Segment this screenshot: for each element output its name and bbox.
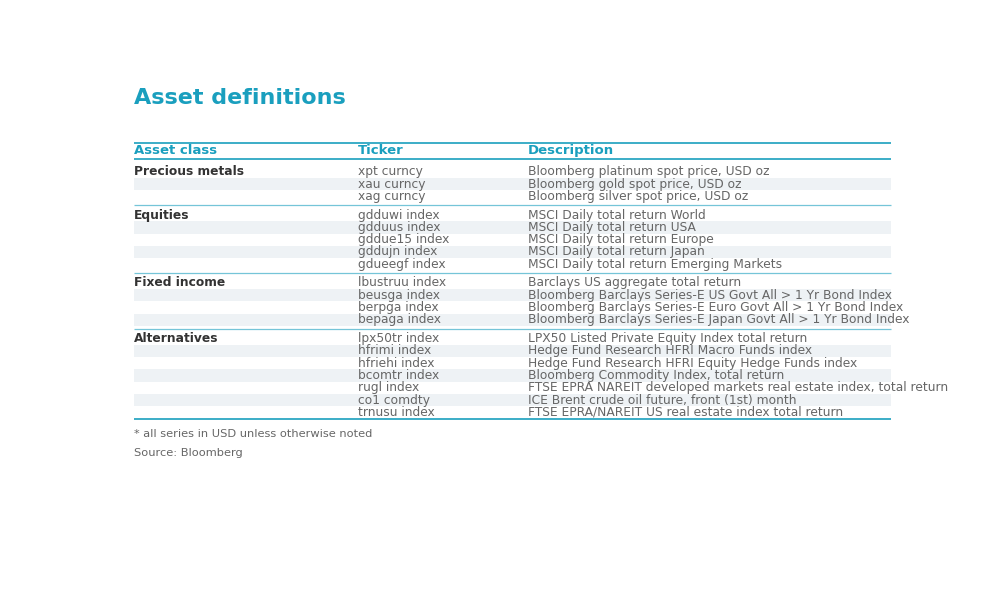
Text: MSCI Daily total return Japan: MSCI Daily total return Japan	[528, 246, 705, 259]
Text: Asset definitions: Asset definitions	[134, 88, 346, 108]
Text: MSCI Daily total return USA: MSCI Daily total return USA	[528, 221, 696, 234]
Text: Equities: Equities	[134, 209, 190, 222]
Bar	[134, 370, 891, 381]
Text: MSCI Daily total return World: MSCI Daily total return World	[528, 209, 706, 222]
Bar	[134, 344, 891, 357]
Text: Alternatives: Alternatives	[134, 332, 219, 345]
Bar	[134, 178, 891, 190]
Text: MSCI Daily total return Emerging Markets: MSCI Daily total return Emerging Markets	[528, 257, 782, 271]
Text: xpt curncy: xpt curncy	[358, 165, 422, 178]
Text: Ticker: Ticker	[358, 144, 403, 157]
Text: Bloomberg silver spot price, USD oz: Bloomberg silver spot price, USD oz	[528, 190, 748, 203]
Text: Hedge Fund Research HFRI Macro Funds index: Hedge Fund Research HFRI Macro Funds ind…	[528, 344, 812, 358]
Text: beusga index: beusga index	[358, 289, 440, 302]
Text: gdduwi index: gdduwi index	[358, 209, 439, 222]
Text: Bloomberg Commodity Index, total return: Bloomberg Commodity Index, total return	[528, 369, 784, 382]
Text: gddujn index: gddujn index	[358, 246, 437, 259]
Bar	[134, 221, 891, 234]
Text: Asset class: Asset class	[134, 144, 217, 157]
Text: co1 comdty: co1 comdty	[358, 393, 430, 406]
Text: Fixed income: Fixed income	[134, 277, 226, 290]
Text: bcomtr index: bcomtr index	[358, 369, 439, 382]
Text: hfriehi index: hfriehi index	[358, 357, 434, 370]
Text: FTSE EPRA/NAREIT US real estate index total return: FTSE EPRA/NAREIT US real estate index to…	[528, 406, 843, 419]
Bar	[134, 394, 891, 406]
Text: LPX50 Listed Private Equity Index total return: LPX50 Listed Private Equity Index total …	[528, 332, 807, 345]
Text: bepaga index: bepaga index	[358, 313, 440, 327]
Text: hfrimi index: hfrimi index	[358, 344, 431, 358]
Text: * all series in USD unless otherwise noted: * all series in USD unless otherwise not…	[134, 429, 373, 439]
Text: Precious metals: Precious metals	[134, 165, 244, 178]
Text: Hedge Fund Research HFRI Equity Hedge Funds index: Hedge Fund Research HFRI Equity Hedge Fu…	[528, 357, 857, 370]
Text: rugl index: rugl index	[358, 381, 419, 395]
Text: MSCI Daily total return Europe: MSCI Daily total return Europe	[528, 233, 714, 246]
Text: Bloomberg gold spot price, USD oz: Bloomberg gold spot price, USD oz	[528, 178, 742, 191]
Text: Bloomberg Barclays Series-E Euro Govt All > 1 Yr Bond Index: Bloomberg Barclays Series-E Euro Govt Al…	[528, 301, 903, 314]
Text: Source: Bloomberg: Source: Bloomberg	[134, 448, 243, 458]
Text: xag curncy: xag curncy	[358, 190, 425, 203]
Text: Description: Description	[528, 144, 614, 157]
Text: FTSE EPRA NAREIT developed markets real estate index, total return: FTSE EPRA NAREIT developed markets real …	[528, 381, 948, 395]
Text: xau curncy: xau curncy	[358, 178, 425, 191]
Text: Bloomberg Barclays Series-E Japan Govt All > 1 Yr Bond Index: Bloomberg Barclays Series-E Japan Govt A…	[528, 313, 910, 327]
Text: berpga index: berpga index	[358, 301, 438, 314]
Text: Bloomberg platinum spot price, USD oz: Bloomberg platinum spot price, USD oz	[528, 165, 770, 178]
Text: trnusu index: trnusu index	[358, 406, 434, 419]
Text: ICE Brent crude oil future, front (1st) month: ICE Brent crude oil future, front (1st) …	[528, 393, 796, 406]
Text: Bloomberg Barclays Series-E US Govt All > 1 Yr Bond Index: Bloomberg Barclays Series-E US Govt All …	[528, 289, 892, 302]
Text: gdduus index: gdduus index	[358, 221, 440, 234]
Text: lbustruu index: lbustruu index	[358, 277, 446, 290]
Text: gdueegf index: gdueegf index	[358, 257, 445, 271]
Text: gddue15 index: gddue15 index	[358, 233, 449, 246]
Text: Barclays US aggregate total return: Barclays US aggregate total return	[528, 277, 741, 290]
Bar	[134, 289, 891, 302]
Text: lpx50tr index: lpx50tr index	[358, 332, 439, 345]
Bar	[134, 246, 891, 258]
Bar	[134, 313, 891, 326]
